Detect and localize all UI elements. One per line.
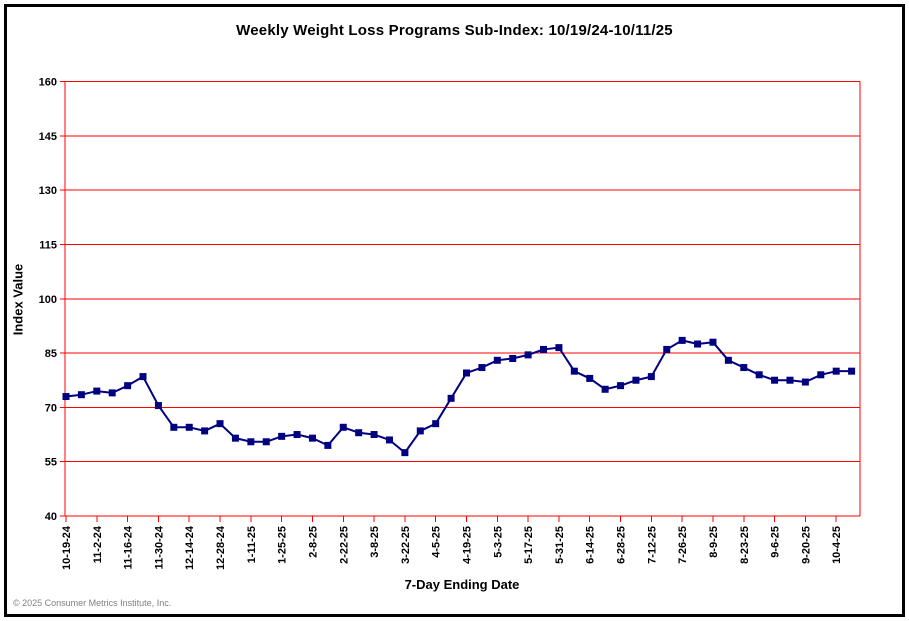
data-point	[463, 369, 471, 377]
data-point	[678, 336, 686, 344]
data-point	[817, 371, 825, 379]
data-point	[77, 391, 85, 399]
x-tick-label: 3-8-25	[369, 526, 381, 558]
copyright-text: © 2025 Consumer Metrics Institute, Inc.	[13, 598, 172, 608]
page-border	[4, 4, 905, 617]
data-point	[478, 364, 486, 372]
data-point	[848, 367, 856, 375]
data-point	[724, 356, 732, 364]
x-tick-label: 2-22-25	[338, 526, 350, 564]
data-point	[339, 423, 347, 431]
x-tick-label: 4-5-25	[431, 526, 443, 558]
x-tick-label: 11-30-24	[153, 525, 165, 569]
data-line	[65, 339, 852, 454]
y-tick-label: 160	[39, 77, 57, 89]
data-point	[586, 374, 594, 382]
x-tick-label: 6-28-25	[616, 526, 628, 564]
x-tick-label: 11-16-24	[123, 525, 135, 569]
data-point	[740, 364, 748, 372]
data-point	[709, 338, 717, 346]
x-tick-label: 8-23-25	[739, 526, 751, 564]
x-tick-label: 5-17-25	[523, 526, 535, 564]
data-point	[308, 434, 316, 442]
data-point	[293, 431, 301, 439]
data-point	[755, 371, 763, 379]
chart-title: Weekly Weight Loss Programs Sub-Index: 1…	[236, 22, 673, 39]
data-point	[247, 438, 255, 446]
data-point	[201, 427, 209, 435]
data-point	[555, 344, 563, 352]
x-tick-label: 9-20-25	[800, 526, 812, 564]
data-point	[231, 434, 239, 442]
data-point	[154, 402, 162, 410]
data-point	[832, 367, 840, 375]
x-tick-label: 7-12-25	[646, 526, 658, 564]
data-point	[278, 432, 286, 440]
data-point	[262, 438, 270, 446]
x-tick-label: 5-31-25	[554, 526, 566, 564]
data-point	[139, 373, 147, 381]
data-point	[663, 345, 671, 353]
x-tick-label: 4-19-25	[462, 526, 474, 564]
x-tick-label: 10-19-24	[61, 525, 73, 570]
x-tick-label: 1-11-25	[246, 526, 258, 563]
data-point	[801, 378, 809, 386]
data-point	[786, 376, 794, 384]
data-point	[62, 393, 70, 401]
y-tick-label: 85	[45, 348, 57, 360]
data-point	[355, 429, 363, 437]
data-point	[170, 423, 178, 431]
data-point	[540, 345, 548, 353]
data-point	[632, 376, 640, 384]
y-tick-label: 40	[45, 511, 57, 523]
data-point	[108, 389, 116, 397]
x-tick-label: 12-28-24	[215, 525, 227, 570]
data-point	[370, 431, 378, 439]
data-point	[416, 427, 424, 435]
x-tick-label: 10-4-25	[831, 526, 843, 564]
x-tick-label: 5-3-25	[492, 526, 504, 558]
data-point	[124, 382, 132, 390]
y-tick-label: 130	[39, 185, 57, 197]
data-point	[93, 387, 101, 395]
x-tick-label: 9-6-25	[770, 526, 782, 558]
y-tick-label: 55	[45, 457, 57, 469]
data-point	[385, 436, 393, 444]
x-tick-label: 8-9-25	[708, 526, 720, 558]
x-tick-label: 11-2-24	[92, 525, 104, 563]
data-point	[493, 356, 501, 364]
data-point	[401, 449, 409, 457]
y-tick-label: 100	[39, 294, 57, 306]
x-axis-title: 7-Day Ending Date	[404, 577, 520, 592]
data-point	[617, 382, 625, 390]
data-point	[447, 394, 455, 402]
y-tick-label: 70	[45, 402, 57, 414]
data-point	[771, 376, 779, 384]
x-tick-label: 3-22-25	[400, 526, 412, 564]
x-tick-label: 2-8-25	[307, 526, 319, 558]
y-tick-label: 145	[39, 131, 57, 143]
data-point	[432, 420, 440, 428]
x-tick-label: 7-26-25	[677, 526, 689, 564]
x-tick-label: 6-14-25	[585, 526, 597, 564]
x-tick-label: 12-14-24	[184, 525, 196, 570]
data-point	[216, 420, 224, 428]
data-point	[601, 385, 609, 393]
data-point	[524, 351, 532, 359]
y-tick-label: 115	[39, 239, 57, 251]
data-point	[570, 367, 578, 375]
data-point	[694, 340, 702, 348]
data-point	[647, 373, 655, 381]
data-point	[324, 441, 332, 449]
data-point	[185, 423, 193, 431]
x-tick-label: 1-25-25	[277, 526, 289, 564]
data-point	[509, 354, 517, 362]
